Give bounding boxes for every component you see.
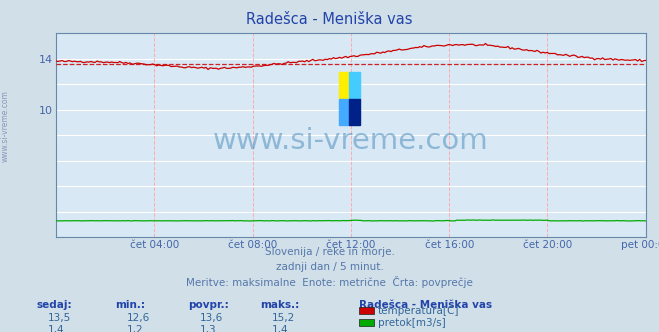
Text: 13,6: 13,6 <box>200 313 223 323</box>
Text: povpr.:: povpr.: <box>188 300 229 310</box>
Bar <box>339 99 349 125</box>
Text: temperatura[C]: temperatura[C] <box>378 306 459 316</box>
Text: pretok[m3/s]: pretok[m3/s] <box>378 318 445 328</box>
Text: sedaj:: sedaj: <box>36 300 72 310</box>
Text: 1,2: 1,2 <box>127 325 144 332</box>
Text: 12,6: 12,6 <box>127 313 150 323</box>
Text: Slovenija / reke in morje.: Slovenija / reke in morje. <box>264 247 395 257</box>
Text: www.si-vreme.com: www.si-vreme.com <box>213 127 489 155</box>
Text: maks.:: maks.: <box>260 300 300 310</box>
Text: Radešca - Meniška vas: Radešca - Meniška vas <box>246 12 413 27</box>
Bar <box>339 72 349 99</box>
Bar <box>349 72 360 99</box>
Text: 15,2: 15,2 <box>272 313 295 323</box>
Text: 1,4: 1,4 <box>48 325 65 332</box>
Text: Radešca - Meniška vas: Radešca - Meniška vas <box>359 300 492 310</box>
Text: 1,3: 1,3 <box>200 325 216 332</box>
Bar <box>349 99 360 125</box>
Text: Meritve: maksimalne  Enote: metrične  Črta: povprečje: Meritve: maksimalne Enote: metrične Črta… <box>186 276 473 288</box>
Text: min.:: min.: <box>115 300 146 310</box>
Text: 13,5: 13,5 <box>48 313 71 323</box>
Text: zadnji dan / 5 minut.: zadnji dan / 5 minut. <box>275 262 384 272</box>
Text: 1,4: 1,4 <box>272 325 289 332</box>
Text: www.si-vreme.com: www.si-vreme.com <box>1 90 10 162</box>
